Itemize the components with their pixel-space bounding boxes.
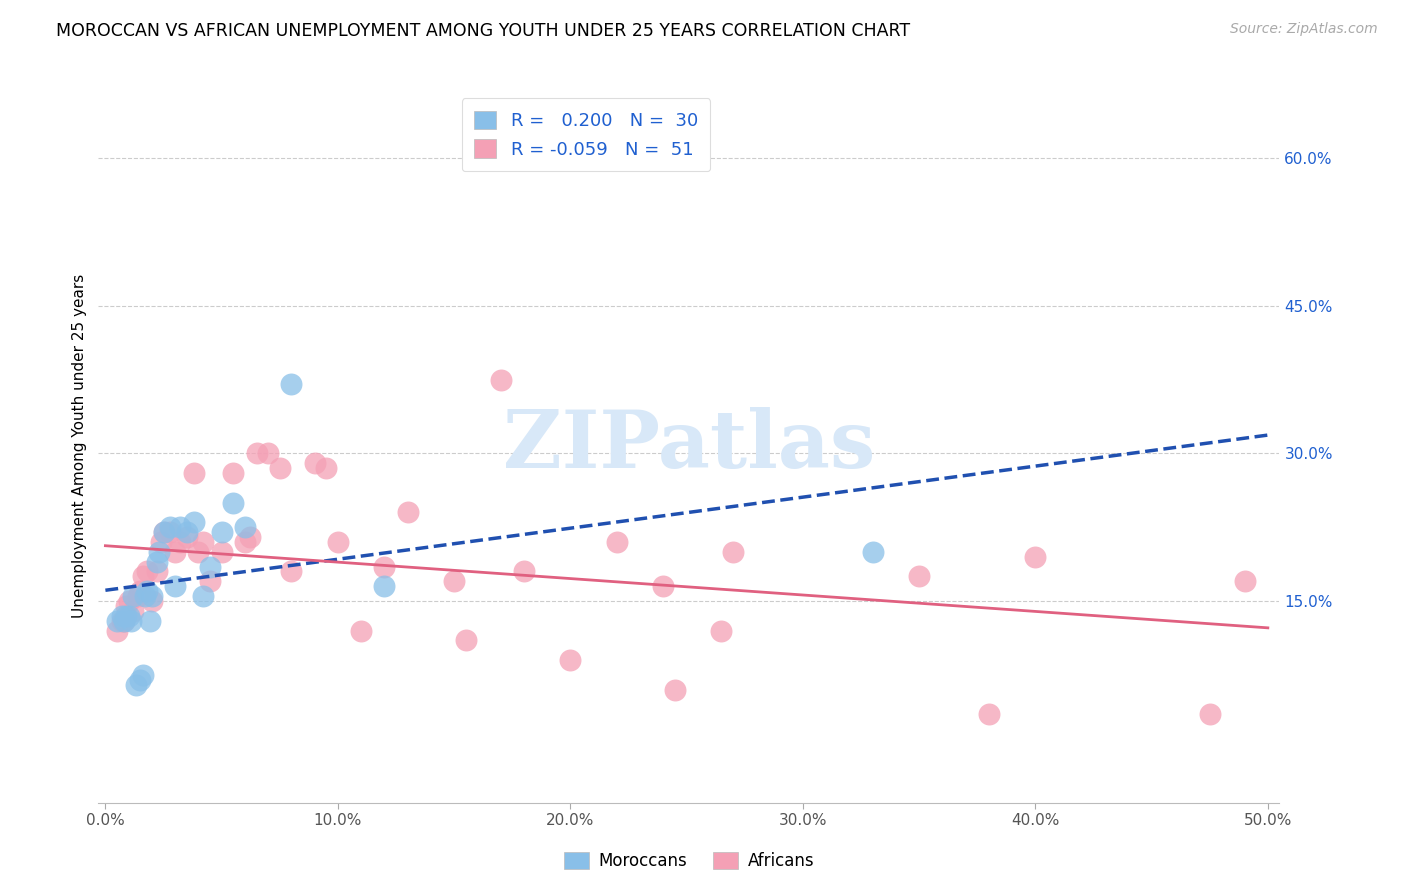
Point — [280, 377, 302, 392]
Point — [141, 589, 163, 603]
Point — [191, 589, 214, 603]
Point — [169, 535, 191, 549]
Point — [222, 466, 245, 480]
Point — [117, 594, 139, 608]
Point — [124, 678, 146, 692]
Point — [350, 624, 373, 638]
Point — [908, 569, 931, 583]
Point — [152, 525, 174, 540]
Point — [136, 584, 159, 599]
Point — [129, 673, 152, 687]
Point — [176, 525, 198, 540]
Point — [112, 614, 135, 628]
Point — [238, 530, 260, 544]
Point — [257, 446, 280, 460]
Point — [1024, 549, 1046, 564]
Text: MOROCCAN VS AFRICAN UNEMPLOYMENT AMONG YOUTH UNDER 25 YEARS CORRELATION CHART: MOROCCAN VS AFRICAN UNEMPLOYMENT AMONG Y… — [56, 22, 910, 40]
Point — [145, 555, 167, 569]
Point — [165, 579, 187, 593]
Point — [862, 545, 884, 559]
Point — [112, 614, 135, 628]
Point — [326, 535, 349, 549]
Point — [211, 545, 233, 559]
Point — [280, 565, 302, 579]
Point — [191, 535, 214, 549]
Point — [304, 456, 326, 470]
Point — [122, 589, 145, 603]
Point — [111, 608, 134, 623]
Point — [131, 668, 153, 682]
Point — [513, 565, 536, 579]
Legend: Moroccans, Africans: Moroccans, Africans — [557, 845, 821, 877]
Point — [198, 559, 221, 574]
Point — [131, 569, 153, 583]
Point — [710, 624, 733, 638]
Point — [115, 599, 138, 613]
Point — [489, 373, 512, 387]
Point — [664, 682, 686, 697]
Point — [222, 495, 245, 509]
Point — [176, 530, 198, 544]
Text: Source: ZipAtlas.com: Source: ZipAtlas.com — [1230, 22, 1378, 37]
Point — [138, 614, 160, 628]
Point — [120, 614, 142, 628]
Point — [187, 545, 209, 559]
Point — [183, 466, 205, 480]
Point — [129, 584, 152, 599]
Y-axis label: Unemployment Among Youth under 25 years: Unemployment Among Youth under 25 years — [72, 274, 87, 618]
Point — [373, 579, 395, 593]
Point — [443, 574, 465, 589]
Point — [183, 516, 205, 530]
Point — [150, 535, 173, 549]
Point — [105, 624, 128, 638]
Point — [373, 559, 395, 574]
Point — [1198, 707, 1220, 722]
Point — [560, 653, 582, 667]
Point — [233, 535, 256, 549]
Point — [233, 520, 256, 534]
Point — [145, 565, 167, 579]
Point — [159, 520, 181, 534]
Point — [169, 520, 191, 534]
Point — [159, 525, 181, 540]
Point — [606, 535, 628, 549]
Point — [141, 594, 163, 608]
Point — [721, 545, 744, 559]
Point — [396, 505, 419, 519]
Point — [245, 446, 267, 460]
Point — [1233, 574, 1256, 589]
Point — [198, 574, 221, 589]
Point — [134, 589, 156, 603]
Point — [315, 461, 337, 475]
Point — [115, 608, 138, 623]
Point — [105, 614, 128, 628]
Point — [652, 579, 675, 593]
Text: ZIPatlas: ZIPatlas — [503, 407, 875, 485]
Point — [977, 707, 1000, 722]
Point — [122, 604, 145, 618]
Point — [148, 545, 170, 559]
Point — [117, 608, 139, 623]
Point — [211, 525, 233, 540]
Point — [152, 525, 174, 540]
Point — [454, 633, 477, 648]
Point — [111, 614, 134, 628]
Point — [127, 589, 149, 603]
Point — [269, 461, 291, 475]
Point — [136, 565, 159, 579]
Point — [165, 545, 187, 559]
